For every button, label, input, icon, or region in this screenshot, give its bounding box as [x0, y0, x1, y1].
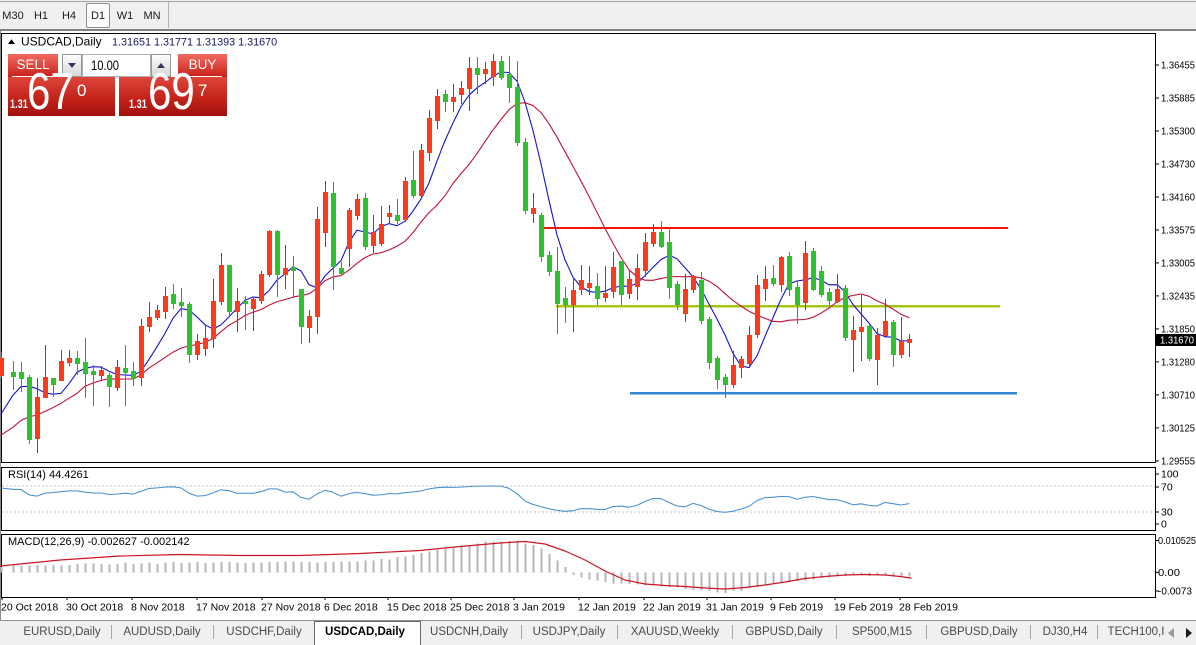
svg-text:0: 0: [1161, 519, 1167, 531]
svg-text:3 Jan 2019: 3 Jan 2019: [513, 602, 565, 614]
svg-text:30: 30: [1161, 507, 1173, 519]
svg-text:MACD(12,26,9) -0.002627 -0.002: MACD(12,26,9) -0.002627 -0.002142: [8, 536, 190, 548]
svg-text:1.31850: 1.31850: [1161, 324, 1195, 336]
svg-text:1.33005: 1.33005: [1161, 258, 1195, 270]
svg-text:30 Oct 2018: 30 Oct 2018: [66, 602, 123, 614]
svg-text:1.29555: 1.29555: [1161, 456, 1195, 468]
svg-text:1.31280: 1.31280: [1161, 357, 1195, 369]
svg-text:-0.0073: -0.0073: [1158, 586, 1192, 598]
svg-text:8 Nov 2018: 8 Nov 2018: [131, 602, 185, 614]
svg-text:0.010525: 0.010525: [1158, 535, 1196, 547]
svg-text:20 Oct 2018: 20 Oct 2018: [1, 602, 58, 614]
svg-text:1.35300: 1.35300: [1161, 126, 1195, 138]
svg-text:19 Feb 2019: 19 Feb 2019: [834, 602, 893, 614]
svg-text:28 Feb 2019: 28 Feb 2019: [899, 602, 958, 614]
svg-text:1.35885: 1.35885: [1161, 93, 1195, 105]
svg-text:1.31670: 1.31670: [1160, 334, 1194, 346]
svg-text:25 Dec 2018: 25 Dec 2018: [450, 602, 510, 614]
svg-text:1.34730: 1.34730: [1161, 159, 1195, 171]
svg-text:1.33575: 1.33575: [1161, 225, 1195, 237]
svg-text:100: 100: [1161, 469, 1179, 481]
svg-text:31 Jan 2019: 31 Jan 2019: [706, 602, 764, 614]
svg-text:RSI(14) 44.4261: RSI(14) 44.4261: [8, 469, 89, 481]
svg-text:1.36455: 1.36455: [1161, 60, 1195, 72]
svg-text:1.34160: 1.34160: [1161, 192, 1195, 204]
svg-text:17 Nov 2018: 17 Nov 2018: [196, 602, 256, 614]
svg-text:15 Dec 2018: 15 Dec 2018: [387, 602, 447, 614]
svg-text:USDCAD,Daily: USDCAD,Daily: [21, 35, 102, 49]
svg-text:1.30125: 1.30125: [1161, 423, 1195, 435]
svg-text:1.31651 1.31771 1.31393 1.3167: 1.31651 1.31771 1.31393 1.31670: [112, 37, 277, 49]
svg-text:70: 70: [1161, 482, 1173, 494]
svg-text:1.32435: 1.32435: [1161, 291, 1195, 303]
svg-text:0.00: 0.00: [1158, 567, 1180, 579]
svg-text:1.30710: 1.30710: [1161, 390, 1195, 402]
svg-text:12 Jan 2019: 12 Jan 2019: [578, 602, 636, 614]
svg-text:9 Feb 2019: 9 Feb 2019: [770, 602, 823, 614]
svg-text:27 Nov 2018: 27 Nov 2018: [261, 602, 321, 614]
svg-text:22 Jan 2019: 22 Jan 2019: [643, 602, 701, 614]
svg-text:6 Dec 2018: 6 Dec 2018: [324, 602, 378, 614]
